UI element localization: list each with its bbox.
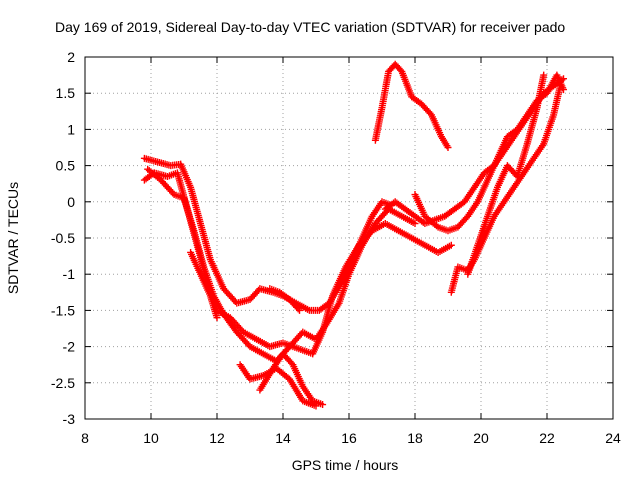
data-point	[294, 305, 302, 313]
y-tick-label: -1.5	[51, 302, 75, 318]
series-arc-6	[256, 350, 327, 409]
y-tick-label: 2	[67, 49, 75, 65]
x-tick-label: 18	[407, 430, 423, 446]
series-arc-12	[464, 71, 548, 278]
y-tick-label: -1	[63, 266, 76, 282]
data-point	[426, 109, 434, 117]
data-point	[411, 220, 419, 228]
y-tick-label: -2	[63, 339, 76, 355]
x-tick-label: 24	[605, 430, 621, 446]
x-tick-label: 10	[143, 430, 159, 446]
data-point	[319, 401, 327, 409]
data-point	[213, 314, 221, 322]
series-arc-4	[187, 248, 221, 322]
chart-title: Day 169 of 2019, Sidereal Day-to-day VTE…	[55, 19, 565, 35]
x-tick-label: 22	[539, 430, 555, 446]
y-tick-label: -3	[63, 411, 76, 427]
y-tick-label: 0.5	[56, 158, 76, 174]
x-tick-label: 12	[209, 430, 225, 446]
data-point	[556, 82, 564, 90]
data-point	[447, 241, 455, 249]
data-point	[296, 306, 303, 314]
x-axis: 8 10 12 14 16 18 20 22 24	[81, 57, 621, 446]
data-points	[140, 60, 567, 410]
y-tick-label: -2.5	[51, 375, 75, 391]
data-point	[287, 359, 295, 367]
x-tick-label: 14	[275, 430, 291, 446]
x-tick-label: 16	[341, 430, 357, 446]
series-arc-7	[266, 285, 303, 314]
y-axis-label: SDTVAR / TECUs	[5, 182, 21, 294]
series-arc-5	[236, 361, 320, 410]
y-tick-label: -0.5	[51, 230, 75, 246]
y-tick-label: 1	[67, 121, 75, 137]
data-point	[444, 144, 452, 151]
x-tick-label: 20	[473, 430, 489, 446]
x-tick-label: 8	[81, 430, 89, 446]
y-axis: -3 -2.5 -2 -1.5 -1 -0.5 0 0.5 1 1.5 2	[51, 49, 613, 427]
series-arc-8	[371, 60, 452, 151]
x-axis-label: GPS time / hours	[292, 457, 399, 473]
y-tick-label: 1.5	[56, 85, 76, 101]
series-arc-10	[411, 71, 567, 235]
data-point	[540, 71, 548, 79]
y-tick-label: 0	[67, 194, 75, 210]
